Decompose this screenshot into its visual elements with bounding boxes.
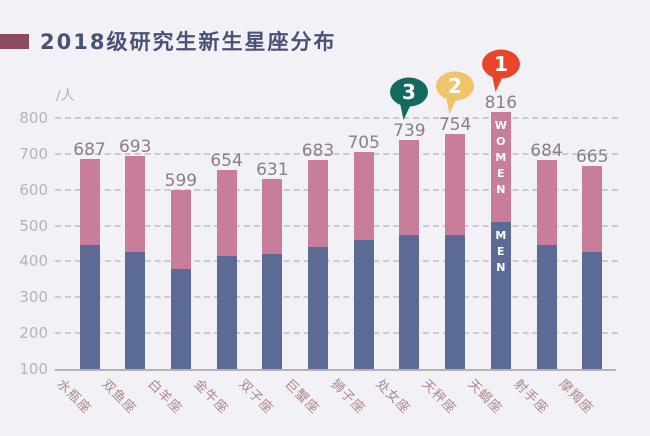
bar-value-label: 705 [347, 133, 380, 154]
bar-segment-women [125, 156, 146, 253]
bar-value-label: 665 [575, 147, 609, 168]
bar-segment-men [536, 245, 557, 369]
x-axis-label-处女座: 处女座 [372, 376, 414, 418]
bar-segment-women [536, 159, 557, 246]
bar-segment-women [399, 139, 420, 235]
bar-segment-women [216, 170, 237, 257]
bar-segment-men [216, 256, 237, 369]
bar-处女座 [399, 139, 420, 369]
gridline-400 [55, 260, 618, 263]
x-axis-label-水瓶座: 水瓶座 [53, 376, 94, 418]
svg-text:1: 1 [494, 52, 508, 76]
bar-双鱼座 [125, 156, 146, 369]
bar-value-label: 739 [393, 120, 426, 141]
rank-badge-balloon-icon: 2 [436, 71, 475, 115]
y-tick-label-500: 500 [19, 216, 48, 235]
bar-value-label: 683 [301, 140, 335, 161]
bar-value-label: 693 [118, 137, 152, 158]
bar-segment-men [445, 234, 466, 369]
bar-双子座 [262, 178, 283, 369]
bar-segment-women [170, 190, 191, 269]
bar-segment-men [353, 239, 374, 369]
bar-value-label: 687 [73, 139, 106, 160]
rank-badge-balloon-icon: 1 [481, 49, 520, 93]
y-axis-unit-label: /人 [56, 88, 75, 104]
rank-badge-balloon-icon: 3 [390, 77, 429, 120]
chart-header: 2018级研究生新生星座分布 [0, 26, 336, 56]
bar-水瓶座 [79, 158, 100, 369]
bar-天秤座 [445, 134, 466, 369]
bar-segment-men [308, 247, 328, 369]
bar-segment-women [79, 158, 100, 246]
y-tick-label-800: 800 [19, 108, 48, 127]
rank-badge-3: 3 [389, 77, 429, 121]
x-axis-label-双鱼座: 双鱼座 [98, 376, 140, 418]
gridline-700 [55, 152, 618, 155]
bar-segment-women: WOMEN [490, 112, 511, 222]
bar-segment-men: MEN [490, 221, 511, 369]
x-axis-label-天蝎座: 天蝎座 [464, 376, 505, 418]
y-tick-label-200: 200 [19, 324, 48, 343]
bar-segment-men [125, 252, 146, 369]
y-tick-label-700: 700 [19, 144, 48, 163]
bar-segment-men [399, 234, 420, 369]
title-marker-icon [0, 33, 29, 49]
rank-badge-1: 1 [481, 49, 521, 93]
bar-segment-women [445, 134, 466, 235]
bar-segment-women [353, 152, 374, 240]
bar-segment-men [79, 245, 100, 369]
y-tick-label-400: 400 [19, 252, 48, 271]
bar-value-label: 654 [210, 151, 243, 172]
gridline-200 [55, 332, 618, 335]
rank-badge-2: 2 [435, 71, 475, 115]
bar-value-label: 816 [484, 93, 518, 114]
x-axis-label-巨蟹座: 巨蟹座 [281, 376, 322, 418]
bar-segment-women [262, 178, 283, 255]
y-tick-label-100: 100 [19, 360, 48, 378]
svg-text:2: 2 [448, 74, 462, 98]
x-axis-label-双子座: 双子座 [235, 376, 277, 418]
y-tick-label-300: 300 [19, 288, 48, 307]
bar-segment-women [582, 166, 603, 253]
bar-segment-men [582, 252, 603, 369]
x-axis-label-狮子座: 狮子座 [327, 376, 368, 418]
men-segment-label: MEN [494, 228, 508, 277]
gridline-500 [55, 224, 618, 227]
bar-摩羯座 [582, 166, 603, 369]
bar-value-label: 599 [164, 171, 198, 192]
bar-金牛座 [216, 170, 237, 369]
women-segment-label: WOMEN [494, 119, 508, 200]
x-axis-label-摩羯座: 摩羯座 [555, 376, 597, 418]
gridline-800 [55, 116, 618, 119]
gridline-300 [55, 296, 618, 299]
bar-天蝎座: WOMEN MEN [490, 112, 511, 369]
x-axis-label-射手座: 射手座 [510, 376, 551, 418]
bar-狮子座 [353, 152, 374, 369]
bar-value-label: 684 [530, 140, 563, 161]
y-tick-label-600: 600 [19, 180, 48, 199]
bar-value-label: 631 [256, 159, 289, 180]
bar-segment-men [262, 254, 283, 369]
bar-segment-men [170, 268, 191, 369]
svg-text:3: 3 [402, 80, 416, 104]
bar-value-label: 754 [438, 115, 472, 136]
x-axis-label-金牛座: 金牛座 [190, 376, 231, 418]
page-title: 2018级研究生新生星座分布 [40, 30, 337, 54]
x-axis-label-白羊座: 白羊座 [144, 376, 185, 418]
gridline-600 [55, 188, 618, 191]
x-axis-label-天秤座: 天秤座 [418, 376, 459, 418]
bar-白羊座 [170, 190, 191, 369]
x-axis-line [55, 369, 616, 371]
bar-segment-women [308, 159, 328, 248]
bar-射手座 [536, 159, 557, 369]
bar-巨蟹座 [308, 159, 328, 369]
